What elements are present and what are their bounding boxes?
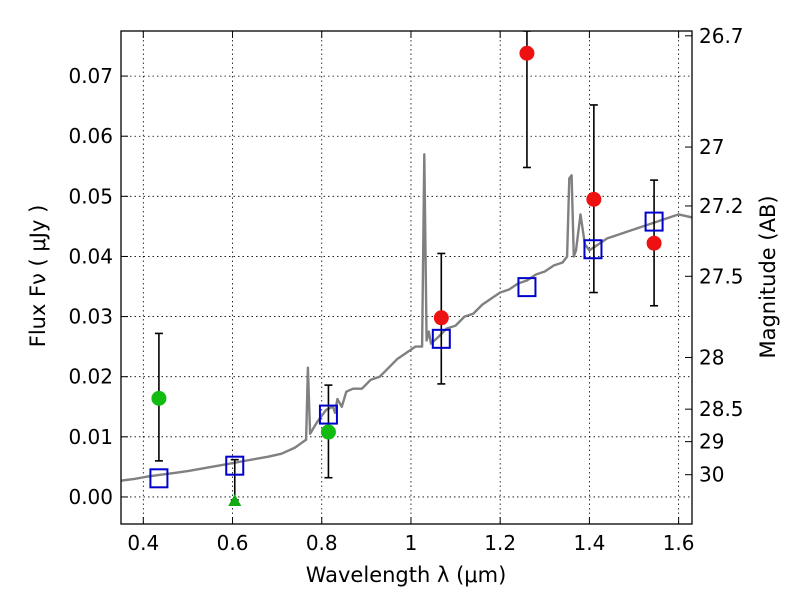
right-tick-label: 29	[699, 430, 724, 454]
x-tick-label: 0.6	[217, 531, 249, 555]
x-tick-label: 1	[405, 531, 418, 555]
model-photometry-square	[225, 455, 245, 476]
x-tick-label: 1.6	[663, 531, 695, 555]
observed-red-point	[519, 45, 535, 61]
right-tick-label: 27.5	[699, 264, 744, 288]
model-photometry-square	[517, 277, 537, 298]
observed-green-point	[320, 424, 336, 440]
x-tick-label: 1.4	[573, 531, 605, 555]
observed-green-point	[151, 390, 167, 406]
observed-red-point	[433, 310, 449, 326]
right-tick-label: 26.7	[699, 24, 744, 48]
markers-layer	[149, 45, 664, 506]
right-tick-label: 27	[699, 135, 724, 159]
x-tick-label: 0.4	[127, 531, 159, 555]
right-tick-label: 27.2	[699, 194, 744, 218]
model-photometry-square	[583, 239, 603, 260]
y-tick-label: 0.07	[68, 64, 113, 88]
error-bars-layer	[154, 31, 659, 501]
plot-frame	[120, 30, 693, 525]
model-line-layer	[121, 153, 692, 482]
right-tick-label: 28.5	[699, 397, 744, 421]
y-tick-label: 0.00	[68, 485, 113, 509]
observed-red-point	[646, 235, 662, 251]
x-tick-label: 0.8	[306, 531, 338, 555]
model-photometry-square	[318, 404, 338, 425]
upper-limit-triangle	[228, 493, 242, 506]
y-tick-label: 0.03	[68, 305, 113, 329]
right-axis-label: Magnitude (AB)	[756, 195, 780, 358]
y-axis-label: Flux Fν ( μJy )	[26, 205, 50, 348]
y-tick-label: 0.05	[68, 184, 113, 208]
right-tick-label: 30	[699, 463, 724, 487]
model-photometry-square	[431, 328, 451, 349]
y-tick-label: 0.06	[68, 124, 113, 148]
x-tick-label: 1.2	[484, 531, 516, 555]
y-tick-label: 0.01	[68, 425, 113, 449]
y-tick-label: 0.02	[68, 365, 113, 389]
model-sed-line	[121, 153, 692, 482]
model-photometry-square	[644, 211, 664, 232]
model-photometry-square	[149, 468, 169, 489]
y-tick-label: 0.04	[68, 244, 113, 268]
tick-labels-layer: 0.4 0.6 0.8 1 1.2 1.4 1.6 0.00 0.01 0.02 0.03 0.04 0…	[68, 24, 743, 555]
ticks-layer	[121, 31, 692, 524]
grid-lines	[121, 31, 692, 524]
observed-red-point	[586, 191, 602, 207]
x-axis-label: Wavelength λ (μm)	[306, 563, 507, 587]
right-tick-label: 28	[699, 345, 724, 369]
